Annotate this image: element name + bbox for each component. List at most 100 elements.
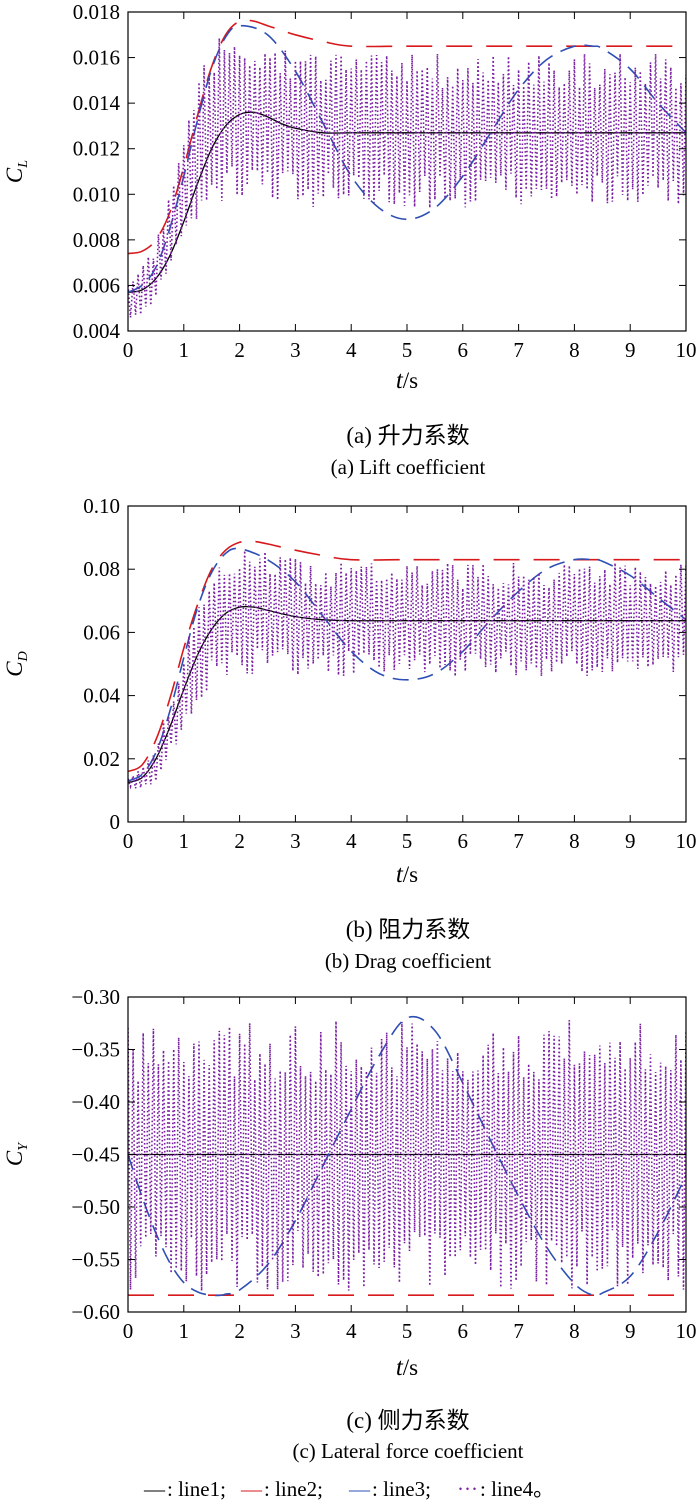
lateral-ytick-label: −0.45 <box>71 1143 120 1167</box>
lateral-ytick-label: −0.35 <box>71 1038 120 1062</box>
lateral-xlabel-unit: /s <box>403 1355 418 1380</box>
lift-xlabel: t/s <box>396 367 418 394</box>
lift-ytick-label: 0.016 <box>73 46 120 70</box>
drag-xtick-label: 10 <box>676 829 697 853</box>
legend-item-1: —: line1; <box>143 1477 226 1501</box>
lateral-xtick-label: 9 <box>625 1319 636 1343</box>
drag-xtick-label: 1 <box>179 829 190 853</box>
lift-ytick-label: 0.008 <box>73 228 120 252</box>
lateral-ytick-label: −0.30 <box>71 985 120 1009</box>
drag-ytick-label: 0.06 <box>83 620 120 644</box>
lift-series-line3 <box>128 24 686 294</box>
lift-xtick-label: 3 <box>290 338 301 362</box>
drag-xtick-label: 5 <box>402 829 413 853</box>
lift-ytick-label: 0.012 <box>73 137 120 161</box>
chart-lateral-force-coefficient: 0 1 2 3 4 5 6 7 8 9 10 −0.60 −0.55 −0.50 −0.45 −0.40 −0.… <box>2 985 697 1381</box>
lift-ytick-label: 0.018 <box>73 0 120 24</box>
lift-ytick-label: 0.006 <box>73 273 120 297</box>
drag-series-line1 <box>128 605 686 784</box>
legend-mark: ··· <box>457 1477 478 1501</box>
lift-series-line2 <box>128 19 686 255</box>
drag-series-line4 <box>128 550 686 790</box>
caption-lift-en: (a) Lift coefficient <box>331 455 486 479</box>
drag-xtick-label: 9 <box>625 829 636 853</box>
caption-lift-cn: (a) 升力系数 <box>346 423 469 448</box>
legend-label: : line2; <box>264 1477 323 1501</box>
lateral-xtick-label: 2 <box>234 1319 245 1343</box>
drag-ylabel-subscript: D <box>16 651 31 662</box>
lateral-xtick-label: 0 <box>123 1319 134 1343</box>
lateral-xtick-label: 7 <box>513 1319 524 1343</box>
lateral-ytick-label: −0.50 <box>71 1195 120 1219</box>
drag-ytick-label: 0.02 <box>83 747 120 771</box>
caption-lateral-cn: (c) 侧力系数 <box>346 1408 469 1433</box>
lateral-ylabel-subscript: Y <box>16 1141 31 1151</box>
drag-plot-area <box>128 540 686 790</box>
legend-mark: — <box>348 1477 371 1501</box>
lift-xtick-label: 0 <box>123 338 134 362</box>
lift-series-line4 <box>128 38 686 318</box>
lift-ylabel-subscript: L <box>16 160 31 169</box>
lift-xtick-label: 2 <box>234 338 245 362</box>
chart-lift-coefficient: 0 1 2 3 4 5 6 7 8 9 10 0.004 0.006 0.008 0.010 0.012 0.0… <box>2 0 697 394</box>
lift-xtick-label: 7 <box>513 338 524 362</box>
lift-ylabel-symbol: C <box>2 167 27 183</box>
legend-mark: — <box>143 1477 166 1501</box>
drag-xtick-label: 7 <box>513 829 524 853</box>
lateral-xtick-label: 6 <box>458 1319 469 1343</box>
lateral-series-line3 <box>128 1015 686 1297</box>
lift-ytick-label: 0.010 <box>73 182 120 206</box>
lateral-xtick-label: 1 <box>179 1319 190 1343</box>
drag-xtick-label: 0 <box>123 829 134 853</box>
lift-ytick-label: 0.014 <box>73 91 121 115</box>
lift-ytick-label: 0.004 <box>73 319 121 343</box>
lift-xtick-label: 5 <box>402 338 413 362</box>
caption-lateral-en: (c) Lateral force coefficient <box>292 1439 523 1463</box>
lateral-xtick-label: 8 <box>569 1319 580 1343</box>
legend-label: : line3; <box>372 1477 431 1501</box>
drag-xtick-label: 8 <box>569 829 580 853</box>
drag-series-line2 <box>128 540 686 773</box>
lift-xlabel-symbol: t <box>396 367 404 394</box>
lateral-ylabel: CY <box>2 1141 31 1166</box>
legend-label: : line1; <box>167 1477 226 1501</box>
legend-item-4: ···: line4。 <box>457 1477 554 1501</box>
lift-xtick-label: 9 <box>625 338 636 362</box>
lateral-xtick-label: 4 <box>346 1319 357 1343</box>
drag-ytick-label: 0.04 <box>83 684 120 708</box>
legend-mark: — <box>240 1477 263 1501</box>
lateral-xtick-label: 5 <box>402 1319 413 1343</box>
drag-xtick-label: 4 <box>346 829 357 853</box>
drag-xlabel-unit: /s <box>403 862 418 887</box>
lift-xlabel-unit: /s <box>403 368 418 393</box>
lateral-ytick-label: −0.60 <box>71 1300 120 1324</box>
lateral-plot-area <box>128 1015 686 1297</box>
legend-item-3: —: line3; <box>348 1477 431 1501</box>
caption-drag-en: (b) Drag coefficient <box>325 949 492 973</box>
lateral-series-line4 <box>128 1020 686 1291</box>
drag-ylabel: CD <box>2 651 31 676</box>
lateral-xlabel: t/s <box>396 1354 418 1381</box>
lift-xtick-label: 10 <box>676 338 697 362</box>
lateral-ytick-label: −0.55 <box>71 1248 120 1272</box>
lateral-xtick-label: 10 <box>676 1319 697 1343</box>
legend-item-2: —: line2; <box>240 1477 323 1501</box>
drag-xtick-label: 2 <box>234 829 245 853</box>
lift-xtick-label: 4 <box>346 338 357 362</box>
lift-plot-area <box>128 19 686 318</box>
lateral-ytick-label: −0.40 <box>71 1090 120 1114</box>
lateral-xlabel-symbol: t <box>396 1354 404 1381</box>
legend-label: : line4。 <box>480 1477 554 1501</box>
lift-xtick-label: 1 <box>179 338 190 362</box>
lift-ylabel: CL <box>2 160 31 183</box>
drag-ytick-label: 0 <box>110 810 121 834</box>
drag-xtick-label: 3 <box>290 829 301 853</box>
drag-ytick-label: 0.10 <box>83 494 120 518</box>
lift-xtick-label: 8 <box>569 338 580 362</box>
drag-ytick-label: 0.08 <box>83 557 120 581</box>
lift-xtick-label: 6 <box>458 338 469 362</box>
lateral-xtick-label: 3 <box>290 1319 301 1343</box>
lift-series-line1 <box>128 111 686 293</box>
